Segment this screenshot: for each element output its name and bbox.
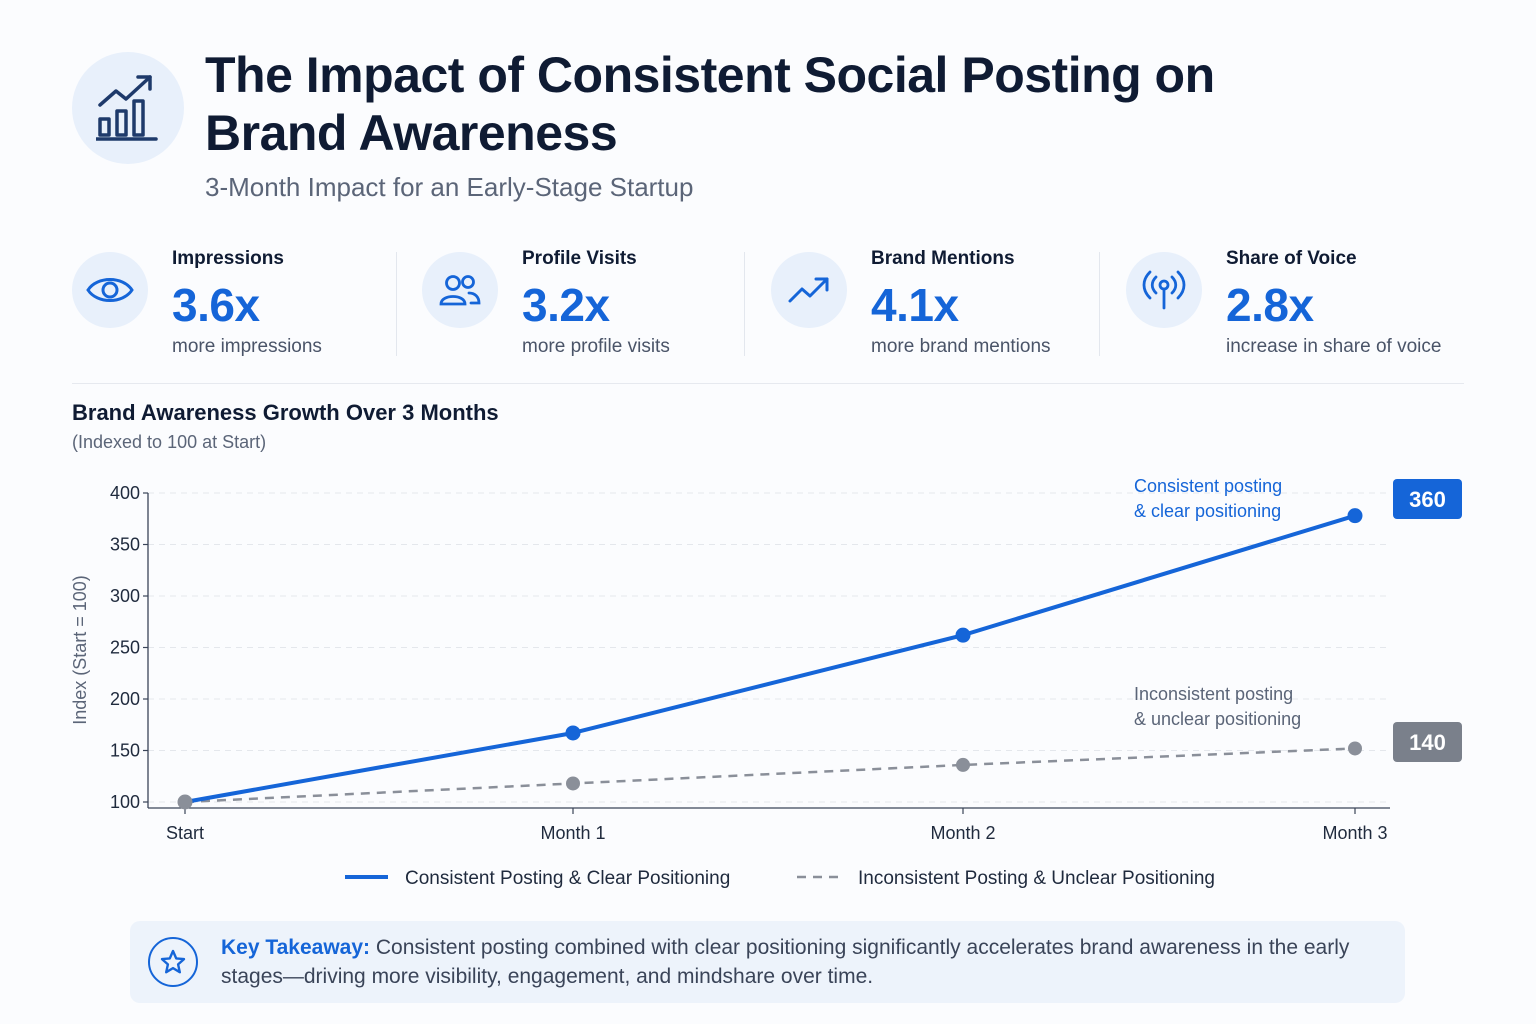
trend-up-icon xyxy=(771,252,847,328)
stat-description: more profile visits xyxy=(522,336,670,357)
data-point-inconsistent xyxy=(1348,741,1362,756)
stat-value: 4.1x xyxy=(871,279,959,331)
series-consistent-line xyxy=(184,513,1356,804)
stat-description: more brand mentions xyxy=(871,336,1051,357)
y-tick-label: 150 xyxy=(110,741,140,761)
x-tick-label: Month 2 xyxy=(930,823,995,843)
stat-value: 3.2x xyxy=(522,279,610,331)
end-badge-label: 140 xyxy=(1409,730,1446,755)
x-tick-label: Start xyxy=(166,823,204,843)
y-tick-label: 300 xyxy=(110,586,140,606)
stat-label: Impressions xyxy=(172,248,284,269)
legend-label: Consistent Posting & Clear Positioning xyxy=(405,868,730,889)
series-annotation: & unclear positioning xyxy=(1134,709,1301,729)
stat-label: Share of Voice xyxy=(1226,248,1357,269)
y-axis-label: Index (Start = 100) xyxy=(70,575,90,725)
stat-description: more impressions xyxy=(172,336,322,357)
y-tick-label: 200 xyxy=(110,689,140,709)
stat-label: Profile Visits xyxy=(522,248,637,269)
series-inconsistent-line xyxy=(184,747,1356,804)
y-tick-label: 100 xyxy=(110,792,140,812)
users-icon xyxy=(422,252,498,328)
stat-description: increase in share of voice xyxy=(1226,336,1442,357)
chart-title: Brand Awareness Growth Over 3 Months xyxy=(72,400,499,425)
y-tick-label: 350 xyxy=(110,535,140,555)
broadcast-icon xyxy=(1126,252,1202,328)
star-icon xyxy=(148,937,198,987)
stat-label: Brand Mentions xyxy=(871,248,1015,269)
end-badge-label: 360 xyxy=(1409,487,1446,512)
data-point-consistent xyxy=(955,627,971,643)
eye-icon xyxy=(72,252,148,328)
legend-label: Inconsistent Posting & Unclear Positioni… xyxy=(858,868,1215,889)
end-badge xyxy=(1393,722,1462,762)
takeaway-label: Key Takeaway: xyxy=(221,936,371,959)
chart-subtitle: (Indexed to 100 at Start) xyxy=(72,432,267,452)
x-tick-label: Month 1 xyxy=(540,823,605,843)
series-annotation: & clear positioning xyxy=(1134,501,1281,521)
takeaway-body: Consistent posting combined with clear p… xyxy=(221,936,1350,988)
stat-value: 2.8x xyxy=(1226,279,1314,331)
data-point-inconsistent xyxy=(956,757,970,772)
end-badge xyxy=(1393,479,1462,519)
line-chart: 100 150 200 250 300 350 400 Start Month 1 Month 2… xyxy=(70,476,1462,889)
growth-chart-icon xyxy=(72,52,184,164)
data-point-consistent xyxy=(177,794,193,810)
divider xyxy=(1099,252,1100,356)
divider xyxy=(744,252,745,356)
data-point-consistent xyxy=(1347,508,1363,524)
y-tick-label: 250 xyxy=(110,638,140,658)
stats-row: Impressions 3.6x more impressions Profil… xyxy=(72,240,1464,360)
stat-value: 3.6x xyxy=(172,279,260,331)
data-point-consistent xyxy=(565,725,581,741)
takeaway-text: Key Takeaway: Consistent posting combine… xyxy=(221,933,1381,991)
x-tick-label: Month 3 xyxy=(1322,823,1387,843)
y-tick-label: 400 xyxy=(110,483,140,503)
section-divider xyxy=(72,383,1464,384)
series-annotation: Inconsistent posting xyxy=(1134,684,1293,704)
data-point-inconsistent xyxy=(566,776,580,791)
page-title: The Impact of Consistent Social Posting … xyxy=(205,47,1215,161)
divider xyxy=(396,252,397,356)
page-subtitle: 3-Month Impact for an Early-Stage Startu… xyxy=(205,172,694,202)
key-takeaway-box: Key Takeaway: Consistent posting combine… xyxy=(130,921,1405,1003)
series-annotation: Consistent posting xyxy=(1134,476,1282,496)
